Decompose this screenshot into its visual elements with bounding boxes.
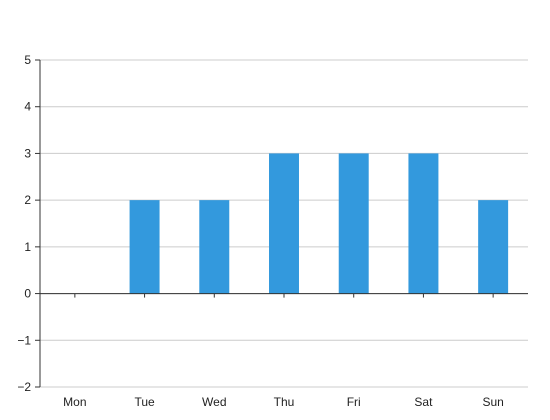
y-tick-label: 0 [24, 287, 31, 301]
tick-labels: −2 −1 0 1 2 3 4 5 Mon Tue Wed Thu Fri Sat Sun [17, 53, 504, 409]
x-tick-label-thu: Thu [274, 395, 295, 409]
bar-sat[interactable] [408, 153, 439, 294]
y-tick-label: 5 [24, 53, 31, 67]
y-tick-label: 3 [24, 146, 31, 160]
y-tick-label: 1 [24, 240, 31, 254]
x-tick-label-sun: Sun [482, 395, 503, 409]
x-tick-label-wed: Wed [202, 395, 226, 409]
bars [129, 153, 509, 294]
bar-thu[interactable] [269, 153, 299, 294]
y-tick-label: 2 [24, 193, 31, 207]
bar-fri[interactable] [338, 153, 369, 294]
x-tick-label-tue: Tue [134, 395, 155, 409]
y-tick-label: 4 [24, 100, 31, 114]
x-tick-label-fri: Fri [347, 395, 361, 409]
bar-sun[interactable] [478, 200, 509, 294]
x-tick-label-sat: Sat [414, 395, 433, 409]
y-tick-label: −1 [17, 333, 31, 347]
x-tick-label-mon: Mon [63, 395, 86, 409]
axes [35, 59, 528, 388]
bar-wed[interactable] [199, 200, 230, 294]
bar-tue[interactable] [129, 200, 160, 294]
y-tick-label: −2 [17, 380, 31, 394]
